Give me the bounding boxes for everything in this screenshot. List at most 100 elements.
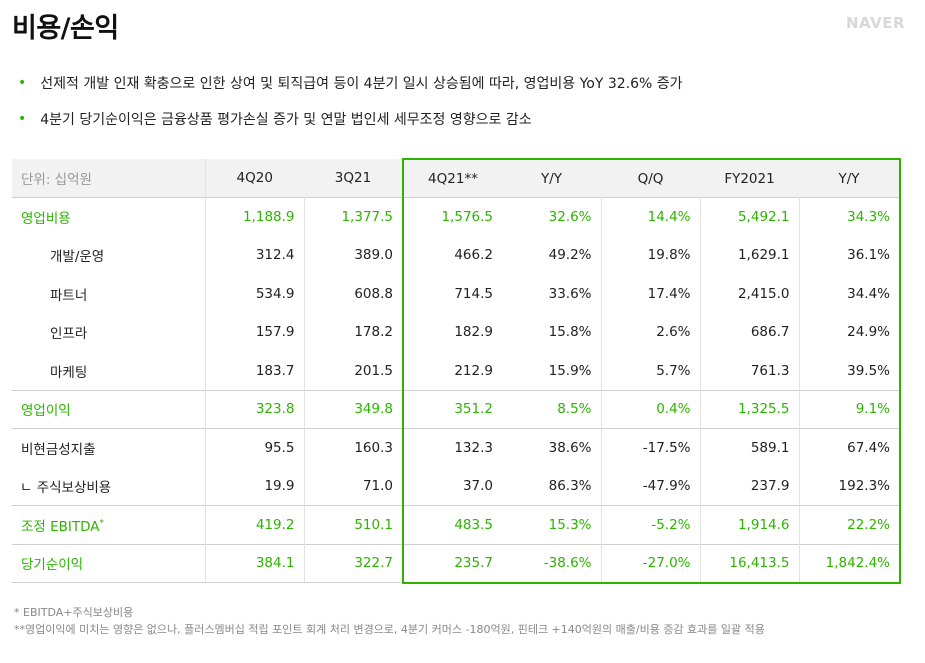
column-header: Q/Q xyxy=(601,158,700,198)
cell: 510.1 xyxy=(304,505,403,544)
cell: 32.6% xyxy=(502,197,602,236)
cell: 8.5% xyxy=(502,389,602,429)
cell: 19.9 xyxy=(205,467,305,506)
row-label: 당기순이익 xyxy=(12,543,206,583)
cell: 67.4% xyxy=(799,428,901,467)
cell: 14.4% xyxy=(601,197,701,236)
row-label: 비현금성지출 xyxy=(12,428,206,467)
cell: 178.2 xyxy=(354,324,393,341)
cell: 38.6% xyxy=(502,428,602,467)
cell: 466.2 xyxy=(402,236,502,275)
cell: 312.4 xyxy=(205,236,305,275)
table-row: 영업비용 1,188.9 1,377.5 1,576.5 32.6% 14.4%… xyxy=(12,197,901,236)
cell: -38.6% xyxy=(502,543,602,584)
financial-table: 단위: 십억원 4Q20 3Q21 4Q21** Y/Y Q/Q FY2021 … xyxy=(12,158,901,584)
cell: -47.9% xyxy=(601,467,701,506)
cell: 182.9 xyxy=(402,313,502,352)
table-row: 인프라 157.9 178.2 182.9 15.8% 2.6% 686.7 2… xyxy=(12,313,901,352)
cell: 1,576.5 xyxy=(402,197,502,236)
cell: 49.2% xyxy=(502,236,602,275)
cell: 22.2% xyxy=(799,505,901,544)
cell: 351.2 xyxy=(402,389,502,429)
cell: 15.9% xyxy=(502,351,602,390)
row-label: ㄴ 주식보상비용 xyxy=(12,467,206,506)
cell: 761.3 xyxy=(700,351,800,390)
table-row: 파트너 534.9 608.8 714.5 33.6% 17.4% 2,415.… xyxy=(12,274,901,313)
bullet-item: • 4분기 당기순이익은 금융상품 평가손실 증가 및 연말 법인세 세무조정 … xyxy=(18,108,915,130)
cell: 15.8% xyxy=(502,313,602,352)
footnotes: * EBITDA+주식보상비용 **영업이익에 미치는 영향은 없으나, 플러스… xyxy=(14,604,765,638)
cell: 71.0 xyxy=(362,478,393,494)
cell: 323.8 xyxy=(205,389,305,429)
unit-label: 단위: 십억원 xyxy=(12,159,206,198)
column-header: Y/Y xyxy=(799,158,901,198)
cell: 39.5% xyxy=(799,351,901,390)
cell: 483.5 xyxy=(402,505,502,544)
bullet-text: 선제적 개발 인재 확충으로 인한 상여 및 퇴직급여 등이 4분기 일시 상승… xyxy=(40,76,683,92)
row-label: 개발/운영 xyxy=(12,236,206,275)
cell: 33.6% xyxy=(502,274,602,313)
cell: 24.9% xyxy=(799,313,901,352)
footnote: * EBITDA+주식보상비용 xyxy=(14,606,134,619)
cell: 686.7 xyxy=(700,313,800,352)
cell: -27.0% xyxy=(601,543,701,584)
cell: 132.3 xyxy=(402,428,502,467)
cell: 1,914.6 xyxy=(700,505,800,544)
table-row: 당기순이익 384.1 322.7 235.7 -38.6% -27.0% 16… xyxy=(12,543,901,584)
cell: 34.3% xyxy=(799,197,901,236)
cell: 86.3% xyxy=(502,467,602,506)
cell: 1,842.4% xyxy=(799,543,901,584)
cell: 384.1 xyxy=(205,543,305,583)
row-label: 조정 EBITDA* xyxy=(12,505,206,544)
cell: 15.3% xyxy=(502,505,602,544)
cell: 5,492.1 xyxy=(700,197,800,236)
row-label: 파트너 xyxy=(12,274,206,313)
cell: 212.9 xyxy=(402,351,502,390)
cell: 37.0 xyxy=(402,467,502,506)
page-title: 비용/손익 xyxy=(12,13,119,44)
cell: -17.5% xyxy=(601,428,701,467)
cell: 192.3% xyxy=(799,467,901,506)
cell: 322.7 xyxy=(304,543,403,583)
cell: 534.9 xyxy=(205,274,305,313)
cell: 1,188.9 xyxy=(205,197,305,236)
cell: 419.2 xyxy=(205,505,305,544)
bullet-dot-icon: • xyxy=(18,75,27,91)
cell: 235.7 xyxy=(402,543,502,584)
cell: 160.3 xyxy=(304,428,403,467)
bullet-item: • 선제적 개발 인재 확충으로 인한 상여 및 퇴직급여 등이 4분기 일시 … xyxy=(18,72,915,94)
cell: 1,629.1 xyxy=(700,236,800,275)
cell: 34.4% xyxy=(799,274,901,313)
cell: 95.5 xyxy=(205,428,305,467)
row-label: 영업이익 xyxy=(12,389,206,429)
cell: 19.8% xyxy=(601,236,701,275)
column-header: 4Q21** xyxy=(402,158,502,198)
table-row: 개발/운영 312.4 389.0 466.2 49.2% 19.8% 1,62… xyxy=(12,236,901,275)
cell: 17.4% xyxy=(601,274,701,313)
cell: 5.7% xyxy=(601,351,701,390)
bullet-text: 4분기 당기순이익은 금융상품 평가손실 증가 및 연말 법인세 세무조정 영향… xyxy=(40,112,532,128)
column-header: 4Q20 xyxy=(205,159,304,198)
cell: 2.6% xyxy=(601,313,701,352)
cell: 9.1% xyxy=(799,389,901,429)
cell: 201.5 xyxy=(354,362,393,379)
table-row: 영업이익 323.8 349.8 351.2 8.5% 0.4% 1,325.5… xyxy=(12,389,901,429)
table-row: 조정 EBITDA* 419.2 510.1 483.5 15.3% -5.2%… xyxy=(12,505,901,544)
cell: 237.9 xyxy=(700,467,800,506)
cell: 389.0 xyxy=(354,247,393,264)
footnote-marker: * xyxy=(99,518,105,529)
cell: 183.7 xyxy=(205,351,305,390)
cell: 36.1% xyxy=(799,236,901,275)
cell: 349.8 xyxy=(304,389,403,429)
column-header: Y/Y xyxy=(502,158,601,198)
cell: 1,377.5 xyxy=(304,197,403,236)
cell: -5.2% xyxy=(601,505,701,544)
cell: 0.4% xyxy=(601,389,701,429)
cell: 2,415.0 xyxy=(700,274,800,313)
table-row: 마케팅 183.7 201.5 212.9 15.9% 5.7% 761.3 3… xyxy=(12,351,901,390)
table-header-row: 단위: 십억원 4Q20 3Q21 4Q21** Y/Y Q/Q FY2021 … xyxy=(12,158,901,198)
table-row: ㄴ 주식보상비용 19.9 71.0 37.0 86.3% -47.9% 237… xyxy=(12,467,901,506)
bullet-list: • 선제적 개발 인재 확충으로 인한 상여 및 퇴직급여 등이 4분기 일시 … xyxy=(18,72,915,144)
row-label: 영업비용 xyxy=(12,197,206,236)
column-header: 3Q21 xyxy=(304,159,403,198)
